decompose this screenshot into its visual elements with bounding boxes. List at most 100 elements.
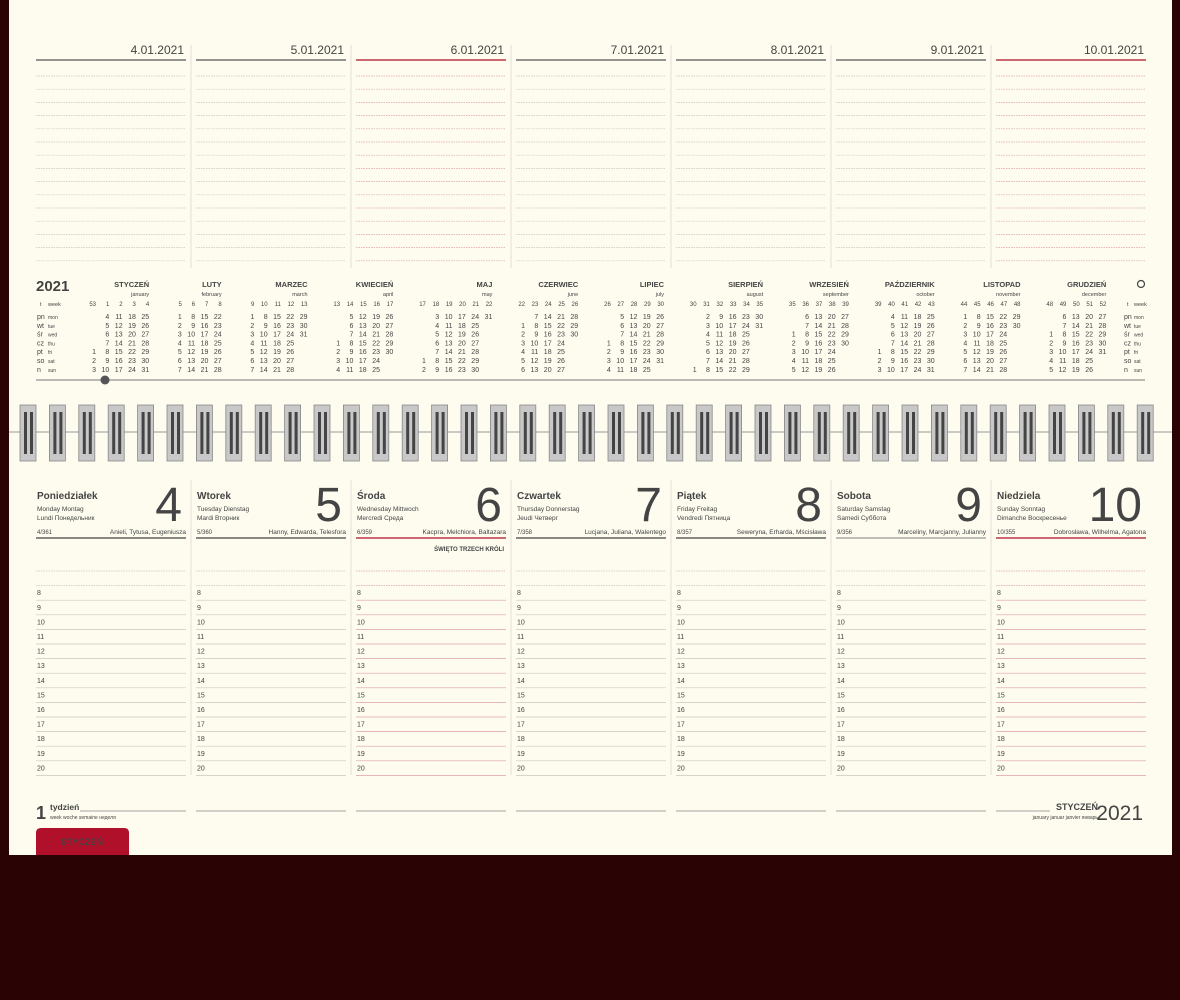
calendar-day: 19: [1072, 367, 1080, 374]
day-number: 7: [635, 479, 662, 532]
calendar-day: 24: [557, 340, 565, 347]
hour-label: 8: [517, 590, 521, 597]
calendar-day: 20: [643, 323, 651, 330]
calendar-day: 15: [715, 367, 723, 374]
calendar-day: 13: [187, 358, 195, 365]
week-number: 28: [631, 302, 638, 308]
calendar-day: 16: [273, 323, 281, 330]
ring-clip: [372, 404, 390, 462]
week-number: 31: [703, 302, 710, 308]
weekday-label-en: wed: [48, 333, 57, 339]
hour-label: 20: [197, 765, 205, 772]
hour-label: 13: [37, 663, 45, 670]
month-name-en: june: [567, 292, 578, 298]
hour-label: 11: [37, 634, 44, 641]
calendar-day: 26: [828, 367, 836, 374]
day-name-sub: Friday Freitag: [677, 506, 717, 513]
day-number: 6: [475, 479, 502, 532]
calendar-day: 13: [359, 323, 367, 330]
ring-clip: [78, 404, 96, 462]
ring-wire: [259, 412, 263, 454]
day-name-sub: Monday Montag: [37, 506, 84, 513]
hour-label: 15: [37, 692, 45, 699]
week-number: 18: [433, 302, 440, 308]
hour-label: 17: [677, 722, 685, 729]
calendar-day: 18: [914, 314, 922, 321]
top-date: 8.01.2021: [771, 43, 825, 57]
week-number: 16: [373, 302, 380, 308]
week-number: 9: [251, 302, 255, 308]
ring-wire: [1088, 412, 1092, 454]
calendar-day: 18: [986, 340, 994, 347]
calendar-day: 19: [643, 314, 651, 321]
week-number: 10: [261, 302, 268, 308]
ring-clip: [225, 404, 243, 462]
week-number: 48: [1014, 302, 1021, 308]
name-days: Kacpra, Melchiora, Baltazara: [423, 529, 507, 536]
calendar-day: 11: [802, 358, 809, 365]
week-number: 33: [730, 302, 737, 308]
week-number: 30: [690, 302, 697, 308]
ring-wire: [618, 412, 621, 454]
calendar-day: 21: [557, 314, 565, 321]
hour-label: 17: [837, 722, 845, 729]
calendar-day: 29: [300, 314, 308, 321]
calendar-day: 7: [250, 367, 254, 374]
month-name: PAŹDZIERNIK: [885, 280, 935, 289]
ring-wire: [553, 412, 557, 454]
ring-wire: [294, 412, 298, 454]
day-number: 9: [955, 479, 982, 532]
week-number: 26: [572, 302, 579, 308]
ring-wire: [676, 412, 680, 454]
week-number: 53: [89, 302, 96, 308]
ring-clip: [489, 404, 507, 462]
calendar-day: 7: [435, 349, 439, 356]
calendar-day: 16: [1072, 340, 1080, 347]
calendar-day: 21: [128, 340, 136, 347]
calendar-day: 23: [643, 349, 651, 356]
calendar-day: 17: [359, 358, 367, 365]
calendar-day: 31: [485, 314, 493, 321]
month-name-en: january: [130, 292, 149, 298]
ring-wire: [1053, 412, 1056, 454]
calendar-day: 3: [878, 367, 882, 374]
calendar-day: 26: [1085, 367, 1093, 374]
calendar-day: 20: [458, 340, 466, 347]
day-name: Środa: [357, 489, 386, 502]
week-number: 3: [133, 302, 137, 308]
calendar-day: 12: [715, 340, 723, 347]
hour-label: 11: [197, 634, 204, 641]
weekday-label: wt: [36, 323, 44, 330]
calendar-day: 8: [1062, 332, 1066, 339]
week-number: 52: [1100, 302, 1107, 308]
hour-label: 19: [197, 751, 205, 758]
calendar-day: 17: [729, 323, 737, 330]
calendar-day: 26: [214, 349, 222, 356]
calendar-day: 21: [458, 349, 466, 356]
calendar-day: 19: [128, 323, 136, 330]
hour-label: 16: [837, 707, 845, 714]
calendar-day: 2: [607, 349, 611, 356]
week-word: tydzień: [50, 802, 79, 812]
week-number: 13: [333, 302, 340, 308]
hour-label: 10: [357, 619, 365, 626]
weekday-label-en: fri: [48, 350, 52, 356]
week-number: 30: [657, 302, 664, 308]
calendar-day: 24: [372, 358, 380, 365]
calendar-day: 16: [115, 358, 123, 365]
calendar-day: 4: [105, 314, 109, 321]
week-number: 4: [146, 302, 150, 308]
day-count: 6/359: [357, 530, 373, 536]
calendar-day: 5: [178, 349, 182, 356]
hour-label: 12: [357, 649, 365, 656]
calendar-day: 6: [805, 314, 809, 321]
calendar-day: 5: [435, 332, 439, 339]
calendar-day: 25: [828, 358, 836, 365]
ring-wire: [24, 412, 27, 454]
hour-label: 13: [997, 663, 1005, 670]
calendar-day: 26: [286, 349, 294, 356]
calendar-day: 24: [914, 367, 922, 374]
hour-label: 9: [517, 605, 521, 612]
calendar-day: 28: [927, 340, 935, 347]
hour-label: 8: [677, 590, 681, 597]
